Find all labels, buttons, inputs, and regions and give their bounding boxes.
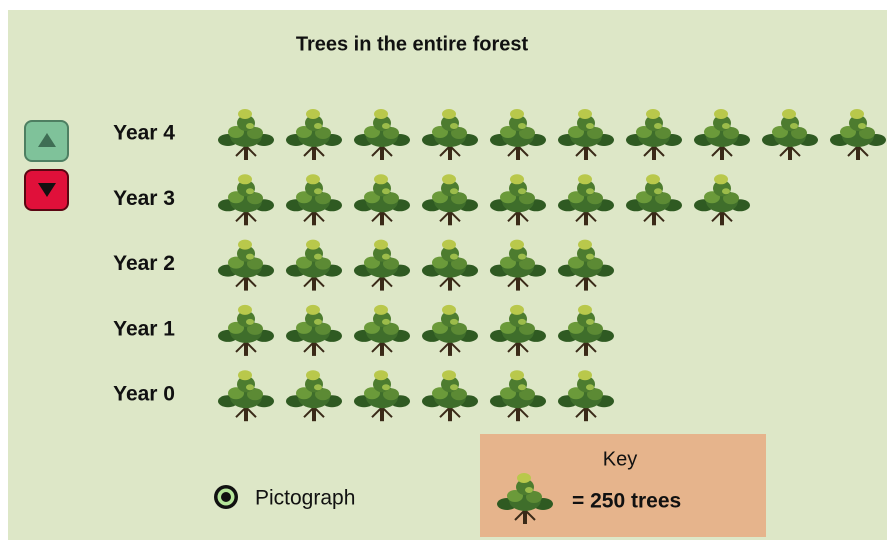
view-option-label[interactable]: Pictograph bbox=[255, 487, 355, 510]
chart: Trees in the entire forest Key = 250 tre… bbox=[0, 0, 887, 546]
key-title: Key bbox=[603, 448, 637, 470]
key-label: = 250 trees bbox=[572, 490, 681, 513]
row-label: Year 3 bbox=[113, 187, 175, 210]
scroll-down-button[interactable] bbox=[25, 170, 68, 210]
page: Trees in the entire forest Key = 250 tre… bbox=[0, 0, 887, 546]
chart-title: Trees in the entire forest bbox=[296, 33, 529, 55]
row-label: Year 0 bbox=[113, 383, 175, 406]
view-radio[interactable] bbox=[214, 485, 238, 509]
row-label: Year 2 bbox=[113, 252, 175, 275]
row-label: Year 4 bbox=[113, 122, 175, 145]
scroll-up-button[interactable] bbox=[25, 121, 68, 161]
row-label: Year 1 bbox=[113, 317, 175, 340]
